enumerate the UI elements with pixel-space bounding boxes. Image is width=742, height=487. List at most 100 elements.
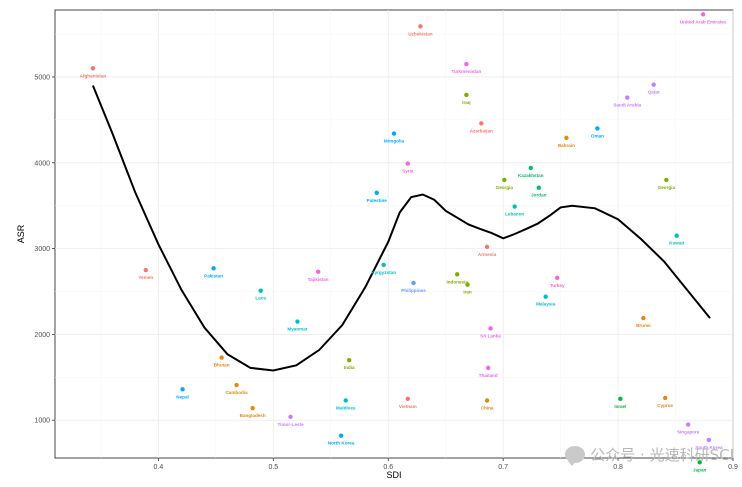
data-point	[512, 204, 517, 209]
point-label: Timor-Leste	[277, 422, 304, 427]
data-points: Afghanistan Uzbekistan Turkmenistan United …	[80, 12, 727, 472]
y-axis-ticks: 1000 2000 3000 4000 5000	[34, 74, 55, 425]
y-tick-label: 3000	[34, 246, 50, 253]
x-tick-label: 0.5	[268, 464, 278, 471]
data-point	[625, 95, 630, 100]
point-label: Kuwait	[669, 241, 685, 246]
point-label: Kazakhstan	[518, 173, 544, 178]
point-label: Afghanistan	[80, 73, 107, 78]
data-point	[343, 398, 348, 403]
data-point	[219, 355, 224, 360]
data-point	[641, 315, 646, 321]
point-label: India	[344, 365, 355, 370]
point-label: Mongolia	[384, 139, 405, 144]
point-label: Brunei	[636, 323, 651, 328]
data-point	[346, 357, 352, 363]
data-point	[664, 177, 669, 183]
point-label: Jordan	[531, 193, 547, 198]
y-tick-label: 1000	[34, 418, 50, 425]
point-label: Maldives	[336, 405, 356, 410]
data-point	[211, 266, 216, 271]
data-point	[405, 161, 410, 166]
point-label: Bangladesh	[240, 413, 266, 418]
y-tick-label: 4000	[34, 160, 50, 167]
point-label: Tajikistan	[308, 277, 329, 282]
point-label: Turkey	[550, 283, 565, 288]
watermark: 公众号 · 光速科研SCI	[565, 444, 734, 466]
data-point	[502, 177, 507, 183]
point-label: Pakistan	[204, 273, 223, 278]
point-label: Qatar	[648, 90, 660, 95]
data-point	[484, 398, 490, 403]
x-tick-label: 0.7	[498, 464, 508, 471]
data-point	[250, 406, 255, 411]
data-point	[391, 131, 397, 136]
data-point	[595, 126, 600, 131]
data-point	[536, 185, 541, 190]
y-axis-title: ASR	[16, 224, 26, 243]
point-label: Cyprus	[657, 403, 673, 408]
trend-curve	[91, 85, 711, 372]
watermark-text: 公众号 · 光速科研SCI	[590, 446, 734, 464]
point-label: Indonesia	[446, 279, 468, 284]
point-label: Nepal	[176, 394, 189, 399]
data-point	[143, 267, 148, 273]
point-label: Vietnam	[399, 404, 417, 409]
point-label: Cambodia	[225, 390, 248, 395]
data-point	[464, 92, 469, 98]
data-point	[465, 282, 470, 287]
data-point	[479, 121, 484, 126]
point-label: Philippines	[401, 288, 426, 293]
data-point	[554, 275, 560, 280]
point-label: Georgia	[496, 185, 514, 190]
data-point	[180, 387, 185, 392]
point-label: Singapore	[677, 430, 700, 435]
data-point	[543, 294, 548, 299]
data-point	[651, 82, 656, 87]
data-point	[381, 262, 386, 268]
point-label: Yemen	[138, 275, 153, 280]
data-point	[528, 165, 533, 171]
point-label: Bhutan	[214, 363, 230, 368]
point-label: Lebanon	[505, 212, 524, 217]
data-point	[234, 382, 239, 388]
x-tick-label: 0.9	[728, 464, 738, 471]
data-point	[663, 395, 668, 401]
x-axis-title: SDI	[386, 470, 401, 480]
data-point	[295, 319, 300, 324]
data-point	[486, 365, 491, 371]
data-point	[564, 135, 569, 141]
data-point	[618, 396, 623, 401]
data-point	[258, 288, 263, 293]
point-label: Armenia	[478, 252, 497, 257]
data-point	[488, 326, 493, 331]
data-point	[697, 460, 702, 465]
point-label: North Korea	[328, 441, 355, 446]
data-point	[685, 422, 691, 427]
point-label: Kyrgyzstan	[371, 270, 396, 275]
point-label: Uzbekistan	[408, 31, 432, 36]
point-label: Malaysia	[536, 302, 556, 307]
point-label: China	[481, 405, 494, 410]
point-label: Georgia	[658, 185, 676, 190]
point-label: Iraq	[462, 100, 471, 105]
data-point	[484, 244, 490, 250]
point-label: Turkmenistan	[452, 69, 482, 74]
data-point	[455, 272, 460, 277]
point-label: Israel	[614, 404, 626, 409]
x-tick-label: 0.6	[383, 464, 393, 471]
x-tick-label: 0.4	[154, 464, 164, 471]
point-label: Bahrain	[558, 143, 575, 148]
point-label: Myanmar	[287, 327, 307, 332]
data-point	[90, 66, 96, 71]
point-label: Palestine	[367, 198, 388, 203]
data-point	[706, 437, 712, 443]
point-label: Syria	[402, 169, 414, 174]
point-label: Thailand	[479, 373, 498, 378]
data-point	[411, 280, 416, 286]
data-point	[700, 12, 706, 17]
y-tick-label: 2000	[34, 332, 50, 339]
point-label: South Korea	[695, 445, 723, 450]
data-point	[315, 269, 321, 274]
